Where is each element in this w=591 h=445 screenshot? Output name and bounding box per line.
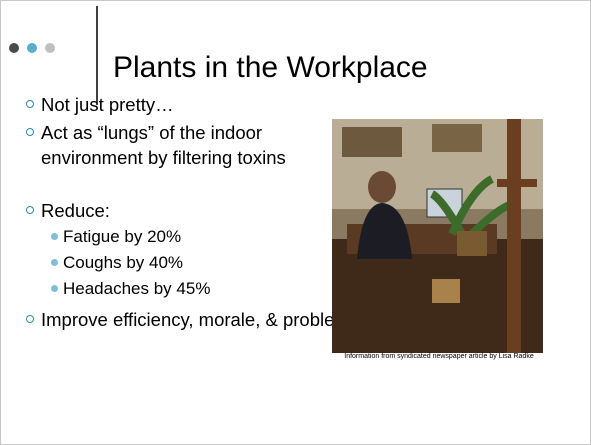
- bullet: Reduce:: [41, 198, 110, 223]
- slide-title: Plants in the Workplace: [113, 51, 428, 85]
- sub-bullet: Coughs by 40%: [63, 252, 183, 274]
- bullet: Not just pretty…: [41, 92, 174, 117]
- slide: Plants in the Workplace Not just pretty……: [0, 0, 591, 445]
- photo-caption: Information from syndicated newspaper ar…: [319, 353, 559, 360]
- sub-bullet: Fatigue by 20%: [63, 226, 181, 248]
- sub-bullet: Headaches by 45%: [63, 278, 210, 300]
- bullet: Act as “lungs” of the indoor environment…: [41, 120, 321, 170]
- office-photo: [332, 119, 543, 353]
